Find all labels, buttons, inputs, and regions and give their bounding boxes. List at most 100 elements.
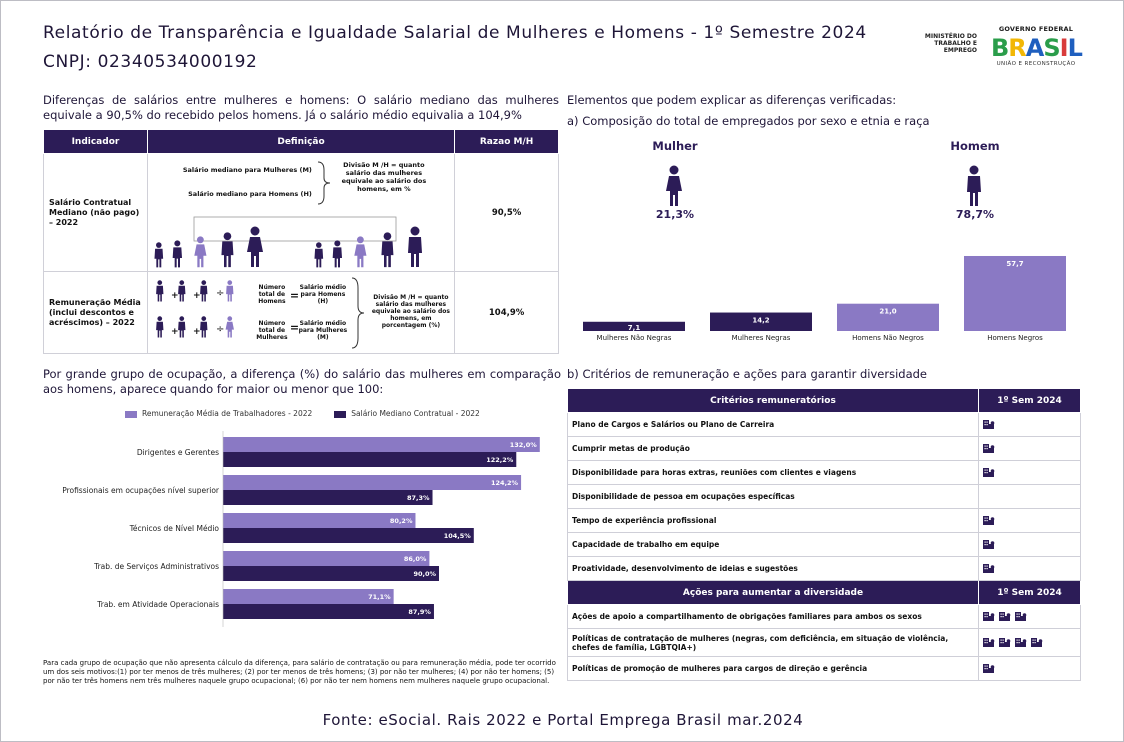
person-icon	[407, 226, 422, 267]
woman-label: Mulher	[652, 139, 698, 153]
bar	[223, 604, 434, 619]
building-icon	[983, 564, 995, 574]
bar	[223, 452, 517, 467]
criteria-row: Capacidade de trabalho em equipe	[567, 532, 1081, 557]
building-icon	[1015, 612, 1027, 622]
building-icon	[983, 612, 995, 622]
criteria-icons	[978, 436, 1081, 461]
legend-salario: Salário Mediano Contratual - 2022	[334, 409, 480, 418]
gov-logo: GOVERNO FEDERAL BRASIL UNIÃO E RECONSTRU…	[991, 25, 1083, 67]
data-label: 124,2%	[491, 479, 519, 487]
category-label: Profissionais em ocupações nível superio…	[62, 486, 220, 495]
median-box	[193, 216, 397, 242]
data-label: 87,9%	[408, 608, 431, 616]
building-icon	[983, 444, 995, 454]
data-label: 71,1%	[368, 593, 391, 601]
bar	[223, 566, 439, 581]
woman-pct: 21,3%	[655, 208, 695, 221]
divide-icon: ÷	[216, 288, 224, 299]
person-icon	[154, 242, 164, 268]
bar	[223, 551, 430, 566]
data-label: 57,7	[1006, 260, 1023, 268]
report-title: Relatório de Transparência e Igualdade S…	[43, 23, 867, 43]
col-definicao: Definição	[146, 129, 456, 154]
data-label: 21,0	[879, 308, 896, 316]
criteria-row: Disponibilidade de pessoa em ocupações e…	[567, 484, 1081, 509]
building-icon	[983, 516, 995, 526]
criteria-row: Cumprir metas de produção	[567, 436, 1081, 461]
criteria-icons	[978, 484, 1081, 509]
data-label: 14,2	[752, 317, 769, 325]
person-icon	[156, 316, 164, 338]
occupation-footnote: Para cada grupo de ocupação que não apre…	[43, 659, 556, 685]
data-label: 132,0%	[510, 441, 538, 449]
def-division-average: Divisão M /H = quanto salário das mulher…	[371, 294, 450, 329]
building-icon	[983, 468, 995, 478]
criteria-icons	[978, 556, 1081, 581]
criteria-icons	[978, 532, 1081, 557]
criteria-label: Políticas de promoção de mulheres para c…	[567, 656, 979, 681]
people-row-illustration	[154, 216, 422, 268]
category-label: Mulheres Negras	[732, 334, 791, 342]
person-icon	[156, 280, 164, 302]
data-label: 122,2%	[486, 456, 514, 464]
criteria-col-header: 1º Sem 2024	[978, 388, 1081, 413]
category-label: Trab. em Atividade Operacionais	[96, 600, 219, 609]
legend-remuneracao: Remuneração Média de Trabalhadores - 202…	[125, 409, 312, 418]
bar	[223, 490, 433, 505]
criteria-header: Critérios remuneratórios	[567, 388, 979, 413]
category-label: Homens Negros	[987, 334, 1043, 342]
category-label: Homens Não Negros	[852, 334, 924, 342]
bar	[710, 312, 812, 331]
building-icon	[983, 638, 995, 648]
bar	[583, 321, 685, 331]
sum-people-illustration: + + ÷ + + ÷	[156, 280, 234, 338]
category-label: Dirigentes e Gerentes	[137, 448, 219, 457]
criteria-icons	[978, 656, 1081, 681]
bar	[223, 437, 540, 452]
def-women-median: Salário mediano para Mulheres (M)	[182, 166, 312, 174]
category-label: Técnicos de Nível Médio	[129, 524, 220, 533]
person-icon	[314, 242, 324, 268]
man-pct: 78,7%	[955, 208, 995, 221]
divide-icon: ÷	[216, 324, 224, 335]
plus-icon: +	[171, 327, 179, 337]
gov-logo-brasil: BRASIL	[991, 34, 1083, 62]
bar	[223, 589, 394, 604]
building-icon	[983, 420, 995, 430]
criteria-col-header: 1º Sem 2024	[978, 580, 1081, 605]
category-label: Mulheres Não Negras	[597, 334, 672, 342]
data-label: 90,0%	[413, 570, 436, 578]
intro-text: Diferenças de salários entre mulheres e …	[43, 93, 559, 122]
subtitle-a: a) Composição do total de empregados por…	[567, 114, 930, 128]
criteria-label: Cumprir metas de produção	[567, 436, 979, 461]
building-icon	[983, 664, 995, 674]
ratio-median: 90,5%	[454, 153, 559, 272]
definition-average: + + ÷ + + ÷ Número total de Homens = Salário …	[146, 271, 456, 354]
bar	[964, 255, 1066, 331]
person-icon	[200, 316, 208, 338]
criteria-row: Ações de apoio a compartilhamento de obr…	[567, 604, 1081, 629]
bar	[837, 303, 939, 331]
definition-table: Indicador Definição Razao M/H Salário Co…	[43, 129, 559, 354]
def-men-median: Salário mediano para Homens (H)	[188, 190, 312, 198]
ratio-average: 104,9%	[454, 271, 559, 354]
person-icon	[194, 236, 207, 268]
brace-icon	[317, 161, 330, 205]
person-icon	[221, 232, 234, 268]
person-icon	[332, 240, 342, 268]
gov-logo-bottom: UNIÃO E RECONSTRUÇÃO	[996, 61, 1076, 67]
bar	[223, 475, 522, 490]
man-icon	[967, 165, 981, 206]
occupation-bar-chart: Dirigentes e Gerentes 132,0% 122,2% Profiss…	[62, 431, 540, 627]
man-label: Homem	[950, 139, 1000, 153]
criteria-row: Políticas de contratação de mulheres (ne…	[567, 628, 1081, 657]
criteria-label: Plano de Cargos e Salários ou Plano de C…	[567, 412, 979, 437]
building-icon	[1015, 638, 1027, 648]
criteria-header: Ações para aumentar a diversidade	[567, 580, 979, 605]
person-icon	[246, 226, 263, 267]
criteria-label: Políticas de contratação de mulheres (ne…	[567, 628, 979, 657]
criteria-icons	[978, 412, 1081, 437]
plus-icon: +	[193, 291, 201, 301]
brace-icon	[351, 277, 364, 349]
